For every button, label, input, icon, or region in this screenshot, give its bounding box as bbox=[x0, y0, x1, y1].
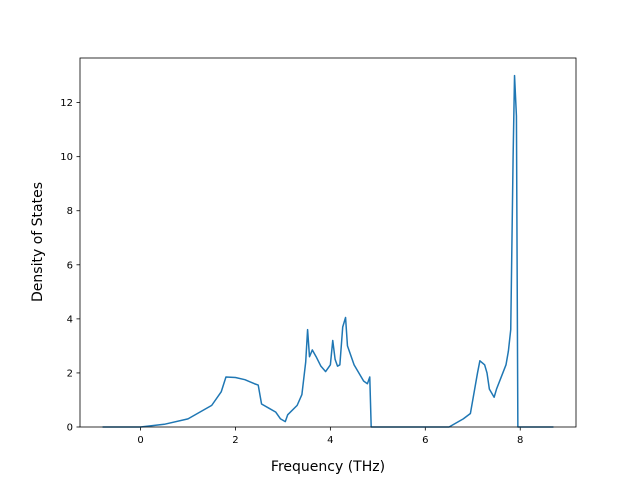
y-tick-label: 6 bbox=[67, 260, 73, 271]
y-tick-label: 2 bbox=[67, 368, 73, 379]
y-tick-label: 10 bbox=[60, 152, 73, 163]
y-axis-label: Density of States bbox=[30, 182, 46, 302]
x-tick-label: 6 bbox=[422, 435, 428, 446]
y-tick-label: 0 bbox=[67, 423, 73, 434]
y-tick-label: 12 bbox=[60, 98, 73, 109]
x-tick-label: 2 bbox=[232, 435, 238, 446]
y-tick-label: 8 bbox=[67, 206, 73, 217]
x-tick-label: 8 bbox=[517, 435, 523, 446]
x-axis-label: Frequency (THz) bbox=[271, 459, 385, 475]
x-tick-label: 0 bbox=[137, 435, 143, 446]
y-tick-label: 4 bbox=[67, 314, 73, 325]
x-tick-label: 4 bbox=[327, 435, 333, 446]
data-line bbox=[102, 74, 554, 428]
plot-frame bbox=[79, 57, 577, 428]
